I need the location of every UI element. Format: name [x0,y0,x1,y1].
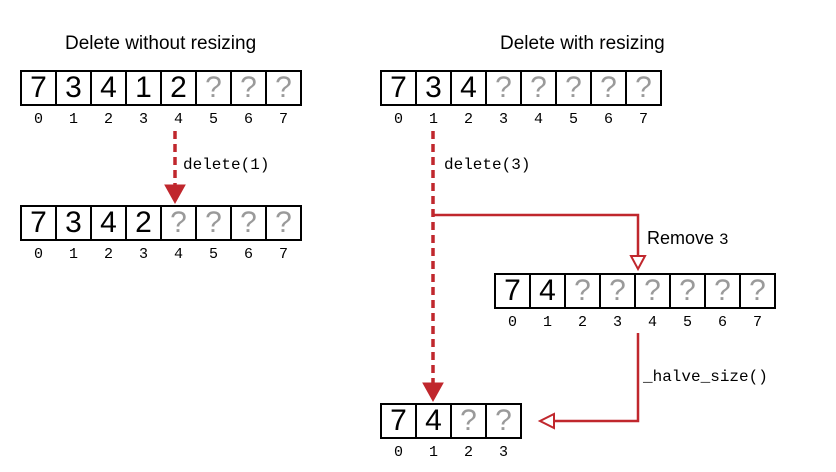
index-label: 7 [752,314,762,331]
remove-word: Remove [647,228,720,248]
right-delete-label: delete(3) [444,156,531,174]
array-cell: ? [669,273,706,309]
index-label: 2 [103,246,113,263]
array-cell: 4 [450,70,487,106]
array-cell: 7 [380,403,417,439]
array-cell: 3 [55,205,92,241]
index-label: 7 [638,111,648,128]
array-cell: 4 [529,273,566,309]
array-cell: ? [450,403,487,439]
index-label: 5 [568,111,578,128]
index-row-right-before: 0 1 2 3 4 5 6 7 [381,111,661,128]
index-label: 4 [173,246,183,263]
halve-size-label: _halve_size() [643,368,768,386]
array-cell: 4 [90,205,127,241]
index-label: 1 [428,111,438,128]
array-left-after: 7 3 4 2???? [20,205,302,241]
index-label: 1 [68,246,78,263]
array-cell: ? [485,70,522,106]
index-label: 0 [33,246,43,263]
array-cell: 2 [160,70,197,106]
array-cell: ? [599,273,636,309]
array-right-before: 7 3 4????? [380,70,662,106]
index-label: 5 [208,111,218,128]
index-label: 6 [243,246,253,263]
array-left-before: 7 3 4 1 2??? [20,70,302,106]
index-row-right-final: 0 1 2 3 [381,444,521,461]
remove-label: Remove 3 [647,228,729,249]
index-label: 3 [612,314,622,331]
array-cell: ? [160,205,197,241]
index-label: 0 [33,111,43,128]
index-label: 3 [498,111,508,128]
index-label: 1 [542,314,552,331]
array-cell: ? [265,70,302,106]
array-cell: 7 [20,70,57,106]
array-cell: ? [590,70,627,106]
remove-value: 3 [719,231,729,249]
index-label: 5 [682,314,692,331]
index-label: 3 [138,246,148,263]
array-cell: ? [739,273,776,309]
index-row-right-middle: 0 1 2 3 4 5 6 7 [495,314,775,331]
index-label: 7 [278,246,288,263]
array-cell: ? [485,403,522,439]
index-label: 3 [498,444,508,461]
array-cell: ? [230,70,267,106]
index-label: 2 [577,314,587,331]
index-label: 3 [138,111,148,128]
array-cell: 7 [20,205,57,241]
index-label: 4 [533,111,543,128]
array-right-final: 7 4?? [380,403,522,439]
array-cell: ? [520,70,557,106]
index-label: 0 [507,314,517,331]
array-cell: ? [625,70,662,106]
index-label: 2 [463,444,473,461]
array-cell: 3 [415,70,452,106]
index-label: 4 [647,314,657,331]
index-label: 2 [463,111,473,128]
index-label: 4 [173,111,183,128]
index-label: 1 [68,111,78,128]
left-delete-arrow [164,131,186,205]
index-label: 0 [393,111,403,128]
array-cell: 2 [125,205,162,241]
array-cell: ? [634,273,671,309]
array-right-middle: 7 4?????? [494,273,776,309]
index-label: 1 [428,444,438,461]
array-cell: ? [195,70,232,106]
array-cell: 7 [494,273,531,309]
index-label: 6 [603,111,613,128]
title-with-resizing: Delete with resizing [500,33,665,54]
index-label: 2 [103,111,113,128]
remove-arrow [433,213,647,272]
index-label: 0 [393,444,403,461]
right-delete-arrow [422,131,444,403]
index-label: 5 [208,246,218,263]
array-cell: ? [704,273,741,309]
index-row-left-before: 0 1 2 3 4 5 6 7 [21,111,301,128]
left-delete-label: delete(1) [183,156,270,174]
title-without-resizing: Delete without resizing [65,33,257,54]
index-row-left-after: 0 1 2 3 4 5 6 7 [21,246,301,263]
index-label: 6 [243,111,253,128]
array-cell: 1 [125,70,162,106]
halve-size-arrow [537,333,640,430]
array-cell: ? [265,205,302,241]
index-label: 6 [717,314,727,331]
array-cell: 4 [90,70,127,106]
array-cell: ? [555,70,592,106]
index-label: 7 [278,111,288,128]
